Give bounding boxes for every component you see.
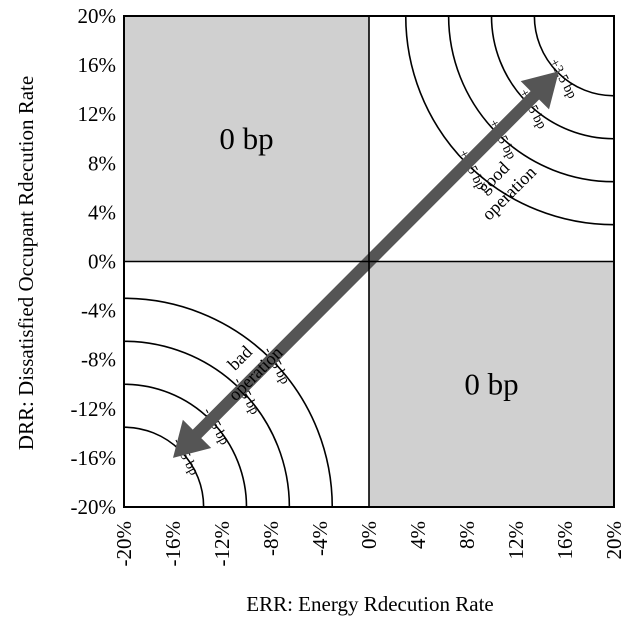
y-tick-label: 12% — [78, 102, 117, 126]
y-tick-label: -4% — [81, 299, 116, 323]
x-tick-label: -12% — [210, 521, 234, 567]
y-tick-label: -8% — [81, 348, 116, 372]
double-arrow — [173, 71, 559, 458]
x-tick-label: 20% — [602, 521, 625, 560]
y-tick-label: 8% — [88, 151, 116, 175]
x-tick-label: -4% — [308, 521, 332, 556]
y-axis-label: DRR: Dissatisfied Occupant Rdecution Rat… — [14, 76, 38, 450]
shaded-regions: 0 bp 0 bp — [124, 16, 614, 507]
x-axis-label: ERR: Energy Rdecution Rate — [246, 592, 494, 616]
zone-label-top-left: 0 bp — [219, 121, 273, 156]
plot-frame — [123, 15, 615, 508]
x-tick-label: -8% — [259, 521, 283, 556]
shaded-region-bottom-right — [369, 261, 614, 507]
axis-ticks: 20% 16% 12% 8% 4% 0% -4% -8% -12% -16% -20%-20% -16… — [71, 4, 625, 567]
y-tick-label: 20% — [78, 4, 117, 28]
y-tick-label: -20% — [71, 495, 117, 519]
x-tick-label: -16% — [161, 521, 185, 567]
x-tick-label: 0% — [357, 521, 381, 549]
y-tick-label: 16% — [78, 53, 117, 77]
x-tick-label: -20% — [112, 521, 136, 567]
x-tick-label: 8% — [455, 521, 479, 549]
x-tick-label: 16% — [553, 521, 577, 560]
x-tick-label: 4% — [406, 521, 430, 549]
shaded-region-top-left — [124, 16, 369, 262]
y-tick-label: -12% — [71, 397, 117, 421]
y-tick-label: 4% — [88, 200, 116, 224]
zone-label-bottom-right: 0 bp — [464, 366, 518, 401]
y-tick-label: -16% — [71, 446, 117, 470]
y-tick-label: 0% — [88, 250, 116, 274]
direction-arrow — [173, 71, 559, 458]
x-tick-label: 12% — [504, 521, 528, 560]
